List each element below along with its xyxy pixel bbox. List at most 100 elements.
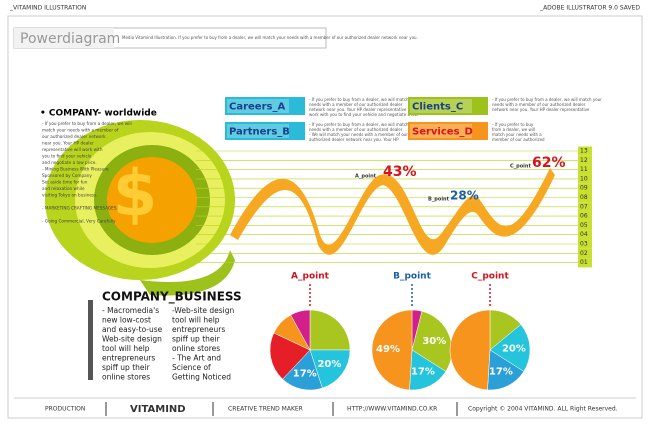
scale-label: 11: [580, 166, 588, 173]
title: Powerdiagram: [20, 31, 120, 47]
company-text: match your needs with a member of: [42, 128, 119, 133]
pie-slice: [371, 309, 413, 391]
ribbon: [230, 168, 555, 255]
pie-label: 20%: [502, 343, 526, 354]
company-text: near you. Your HP dealer: [42, 141, 94, 146]
point-name: C_point: [510, 164, 531, 170]
scale-label: 10: [580, 175, 588, 182]
pie-slice: [290, 309, 311, 351]
scale-cell: [578, 165, 592, 175]
legend-text: needs with a member of our authorized de…: [309, 102, 403, 107]
legend-text: network near you. Your HP dealer represe…: [492, 107, 590, 112]
pie-title: A_point: [291, 272, 330, 282]
point-name: A_point: [355, 174, 377, 180]
legend-box: [408, 122, 488, 140]
company-text: and relaxation while: [42, 186, 85, 191]
pie-slice: [409, 349, 447, 391]
business-text: new low-cost: [102, 316, 151, 325]
company-text: Set aside time for fun: [42, 180, 88, 185]
scale-cell: [578, 248, 592, 259]
pie-label: 17%: [293, 368, 317, 379]
business-text: entrepreneurs: [102, 354, 155, 363]
point-name: B_point: [428, 197, 450, 203]
scale-label: 06: [580, 213, 588, 220]
company-text: representative will work with: [42, 147, 103, 152]
scale-label: 02: [580, 250, 588, 257]
business-text: Web-site design: [102, 335, 162, 344]
scale-cell: [578, 239, 592, 249]
pie-label: 20%: [317, 359, 341, 370]
pie-label: 49%: [376, 344, 400, 355]
legend-text: - If you prefer to buy from a dealer, we…: [492, 97, 602, 102]
legend-text: match your needs with a: [492, 132, 542, 137]
company-text: and negotiate a low price.: [42, 160, 97, 165]
scale-cell: [578, 211, 592, 221]
legend-text: - We will match your needs with a member…: [309, 132, 408, 137]
header-right: _ADOBE ILLUSTRATOR 9.0 SAVED: [539, 5, 640, 12]
business-text: tool will help: [172, 316, 220, 325]
legend-text: needs with a member of our authorized de…: [492, 102, 586, 107]
legend-text: member of our authorized: [492, 137, 545, 142]
business-text: - The Art and: [172, 354, 221, 363]
pie-slice: [269, 332, 311, 380]
pie-slice: [309, 349, 351, 389]
business-text: tool will help: [102, 344, 150, 353]
svg-text:$: $: [113, 158, 158, 232]
company-text: you to find your vehicle: [42, 154, 92, 159]
intro: Media Vitamind Illustration. If you pref…: [122, 35, 418, 40]
scale-cell: [578, 202, 592, 212]
scale-label: 03: [580, 241, 588, 248]
point-value: 28%: [450, 189, 479, 203]
pie-label: 17%: [489, 366, 513, 377]
pie-label: 17%: [411, 366, 435, 377]
business-text: Science of: [172, 363, 211, 372]
point-value: 62%: [532, 155, 566, 171]
scale-cell: [578, 174, 592, 184]
business-text: online stores: [172, 344, 220, 353]
legend-text: - If you prefer to buy from a dealer, we…: [309, 122, 419, 127]
legend-text: needs with a member of our authorized de…: [309, 127, 403, 132]
company-text: Sponsored by Company: [42, 173, 92, 178]
business-text: online stores: [102, 373, 150, 382]
company-text: - Going Commercial, Very Carefully: [42, 219, 116, 224]
legend-text: - If you prefer to buy from a dealer, we…: [309, 97, 419, 102]
scale-label: 12: [580, 157, 588, 164]
pie-label: 30%: [422, 336, 446, 347]
pie-slice: [487, 349, 525, 391]
scale-cell: [578, 230, 592, 240]
point-value: 43%: [383, 164, 417, 180]
pie-slice: [411, 310, 453, 372]
scale-cell: [578, 258, 592, 268]
legend-box: [225, 97, 305, 115]
legend-text: network near you. Your HP dealer represe…: [309, 107, 414, 112]
scale-label: 04: [580, 231, 588, 238]
legend-box: [408, 97, 488, 115]
legend-label: Clients_C: [412, 102, 463, 113]
legend-label: Careers_A: [229, 102, 285, 113]
bar-accent: [88, 300, 93, 380]
title-fill: [14, 28, 114, 48]
legend-label: Services_D: [412, 127, 473, 138]
pie-slice: [282, 349, 323, 391]
footer-production: PRODUCTION: [45, 406, 85, 413]
footer-copyright: Copyright © 2004 VITAMIND. ALL Right Res…: [468, 406, 618, 413]
business-text: Getting Noticed: [172, 373, 231, 382]
legend-label: Partners_B: [229, 127, 290, 138]
company-text: visiting Tokyo on business.: [42, 193, 98, 198]
scale-cell: [578, 220, 592, 231]
footer-url: HTTP://WWW.VITAMIND.CO.KR: [347, 406, 437, 413]
scale-cell: [578, 146, 592, 156]
business-text: -Web-site design: [172, 306, 235, 315]
scale-cell: [578, 155, 592, 166]
pie-title: B_point: [393, 272, 431, 282]
legend-inner: [410, 124, 472, 138]
scale-cell: [578, 193, 592, 203]
business-text: spiff up their: [172, 335, 221, 344]
legend-text: work with you to find your vehicle and n…: [309, 112, 419, 117]
footer-brand: VITAMIND: [130, 404, 186, 415]
company-text: - If you prefer to buy from a dealer, we…: [42, 121, 132, 126]
scale-cell: [578, 183, 592, 193]
company-heading: • COMPANY- worldwide: [40, 109, 157, 119]
pie-slice: [489, 324, 531, 372]
